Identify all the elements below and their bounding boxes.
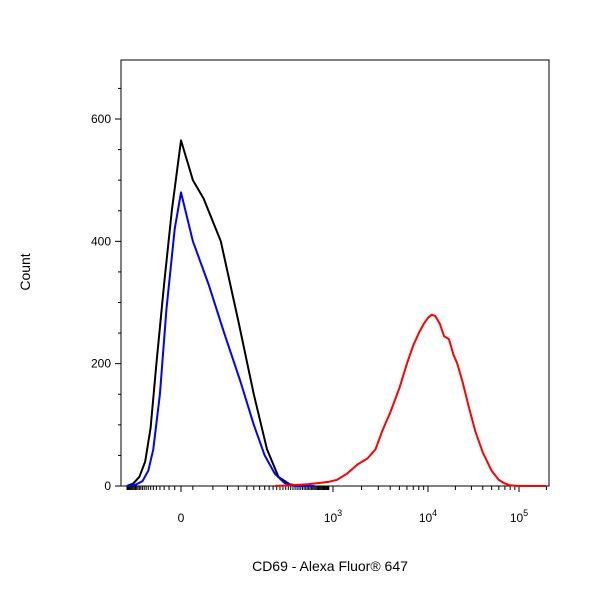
y-axis-title: Count (17, 253, 33, 290)
y-tick-label: 600 (91, 112, 111, 126)
x-axis-title: CD69 - Alexa Fluor® 647 (252, 558, 408, 574)
y-tick-label: 0 (104, 479, 111, 493)
x-tick-label: 105 (510, 508, 528, 525)
histogram-series-3 (274, 313, 547, 487)
x-tick-label: 104 (419, 508, 437, 525)
y-tick-label: 400 (91, 234, 111, 248)
plot-frame (120, 59, 550, 487)
x-tick-label: 103 (324, 508, 342, 525)
histogram-series-2 (126, 191, 315, 487)
x-tick-label: 0 (178, 511, 185, 525)
y-tick-label: 200 (91, 357, 111, 371)
